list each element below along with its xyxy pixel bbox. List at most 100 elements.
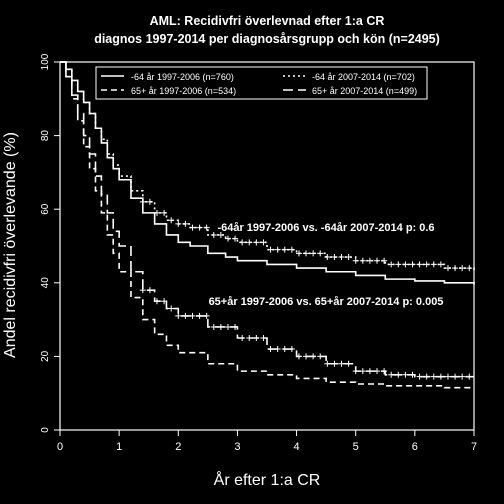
x-tick-label: 4 <box>294 441 300 453</box>
censor-mark <box>139 198 146 205</box>
censor-mark <box>388 371 395 378</box>
censor-mark <box>253 335 260 341</box>
censor-mark <box>274 346 281 353</box>
censor-mark <box>210 231 217 238</box>
censor-mark <box>281 346 288 353</box>
censor-mark <box>288 346 295 353</box>
censor-mark <box>416 261 423 268</box>
censor-mark <box>317 353 324 360</box>
censor-mark <box>161 209 168 216</box>
censor-mark <box>452 265 459 272</box>
censor-mark <box>281 246 288 253</box>
censor-mark <box>466 373 473 380</box>
censor-mark <box>381 368 388 375</box>
censor-mark <box>395 371 402 378</box>
censor-mark <box>345 254 352 261</box>
censor-mark <box>437 373 444 380</box>
censor-mark <box>374 257 381 264</box>
legend-label: -64 år 1997-2006 (n=760) <box>131 72 234 82</box>
censor-mark <box>338 360 345 367</box>
censor-mark <box>168 217 175 224</box>
censor-mark <box>331 360 338 367</box>
censor-mark <box>217 323 224 330</box>
censor-mark <box>395 261 402 268</box>
censor-mark <box>161 298 168 305</box>
censor-mark <box>246 239 253 246</box>
censor-mark <box>388 261 395 268</box>
censor-mark <box>423 373 430 380</box>
censor-mark <box>402 261 409 268</box>
censor-mark <box>196 312 203 319</box>
censor-mark <box>274 246 281 253</box>
censor-mark <box>444 373 451 380</box>
legend: -64 år 1997-2006 (n=760) -64 år 2007-2014… <box>95 66 428 100</box>
survival-curves <box>60 61 475 389</box>
censor-mark <box>295 250 302 257</box>
censor-mark <box>139 287 146 294</box>
censor-mark <box>303 353 310 360</box>
legend-label: 65+ år 2007-2014 (n=499) <box>312 86 417 96</box>
censor-mark <box>459 373 466 380</box>
chart-title: AML: Recidivfri överlevnad efter 1:a CR <box>150 14 385 28</box>
censor-mark <box>359 368 366 375</box>
censor-mark <box>459 265 466 272</box>
censor-mark <box>295 353 302 360</box>
censor-mark <box>182 312 189 319</box>
censor-mark <box>146 287 153 294</box>
legend-box <box>95 66 428 100</box>
censor-mark <box>452 373 459 380</box>
y-tick-label: 0 <box>40 427 51 433</box>
censor-mark <box>345 360 352 367</box>
series-line-3 <box>60 61 474 389</box>
annotation-pvalue-under-65: -64år 1997-2006 vs. -64år 2007-2014 p: 0… <box>217 222 434 234</box>
censor-mark <box>196 224 203 231</box>
y-axis: 0 20 40 60 80 100 <box>40 53 60 433</box>
censor-mark <box>310 250 317 257</box>
series-line-4 <box>60 61 474 378</box>
chart-subtitle: diagnos 1997-2014 per diagnosårsgrupp oc… <box>94 32 440 46</box>
censor-mark <box>260 335 267 341</box>
censor-mark <box>352 257 359 264</box>
censor-mark <box>153 298 160 305</box>
censor-mark <box>352 368 359 375</box>
censor-mark <box>324 360 331 367</box>
censor-mark <box>246 335 253 341</box>
censor-mark <box>189 224 196 231</box>
censor-mark <box>423 261 430 268</box>
censor-mark <box>267 246 274 253</box>
censor-mark <box>416 373 423 380</box>
censor-mark <box>381 257 388 264</box>
censor-mark <box>430 373 437 380</box>
censor-mark <box>409 261 416 268</box>
series-line-2 <box>60 61 475 272</box>
censor-mark <box>217 231 224 238</box>
y-tick-label: 60 <box>40 203 51 215</box>
censor-mark <box>338 254 345 261</box>
censor-mark <box>267 346 274 353</box>
censor-mark <box>260 239 267 246</box>
y-tick-label: 80 <box>40 130 51 142</box>
censor-mark <box>189 312 196 319</box>
y-tick-label: 40 <box>40 277 51 289</box>
censor-mark <box>239 239 246 246</box>
censor-mark <box>210 323 217 330</box>
legend-label: 65+ år 1997-2006 (n=534) <box>131 86 236 96</box>
x-tick-label: 0 <box>57 441 63 453</box>
censor-mark <box>331 254 338 261</box>
censor-mark <box>146 198 153 205</box>
censor-mark <box>253 239 260 246</box>
censor-mark <box>288 246 295 253</box>
censor-mark <box>175 312 182 319</box>
censor-mark <box>317 250 324 257</box>
x-tick-label: 5 <box>353 441 359 453</box>
censor-mark <box>168 305 175 312</box>
censor-mark <box>466 265 473 272</box>
plot-frame <box>59 61 475 431</box>
x-tick-label: 6 <box>412 441 418 453</box>
censor-mark <box>324 254 331 261</box>
x-tick-label: 1 <box>116 441 122 453</box>
censor-mark <box>153 209 160 216</box>
censor-mark <box>359 257 366 264</box>
